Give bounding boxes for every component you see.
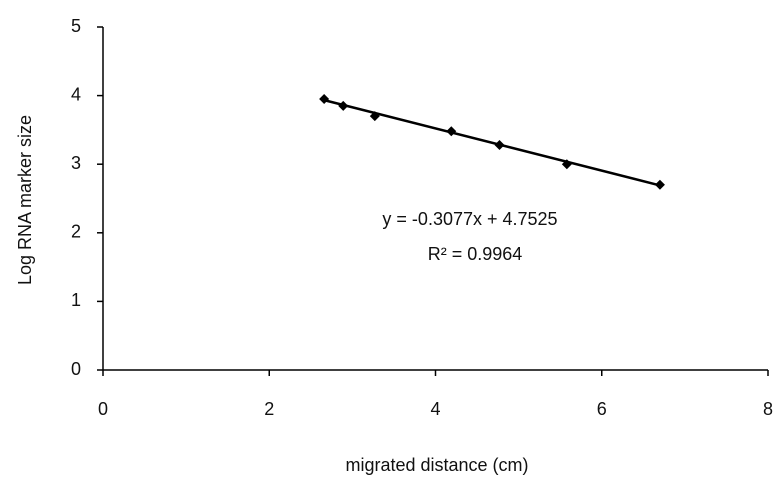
y-tick-label: 2 [71,222,81,242]
marker [655,180,665,190]
x-tick-label: 0 [98,399,108,419]
trendline-r2: R² = 0.9964 [428,244,523,264]
marker [319,94,329,104]
marker [338,101,348,111]
y-tick-label: 5 [71,16,81,36]
x-axis-label: migrated distance (cm) [345,455,528,475]
y-tick-label: 3 [71,153,81,173]
x-tick-label: 4 [430,399,440,419]
y-tick-label: 1 [71,290,81,310]
chart: migrated distance (cm) Log RNA marker si… [0,0,775,488]
x-tick-label: 2 [264,399,274,419]
x-tick-label: 8 [763,399,773,419]
marker [495,140,505,150]
y-tick-label: 0 [71,359,81,379]
marker [446,126,456,136]
y-tick-label: 4 [71,84,81,104]
x-tick-label: 6 [597,399,607,419]
y-axis-label: Log RNA marker size [15,115,35,285]
trendline-equation: y = -0.3077x + 4.7525 [382,209,557,229]
